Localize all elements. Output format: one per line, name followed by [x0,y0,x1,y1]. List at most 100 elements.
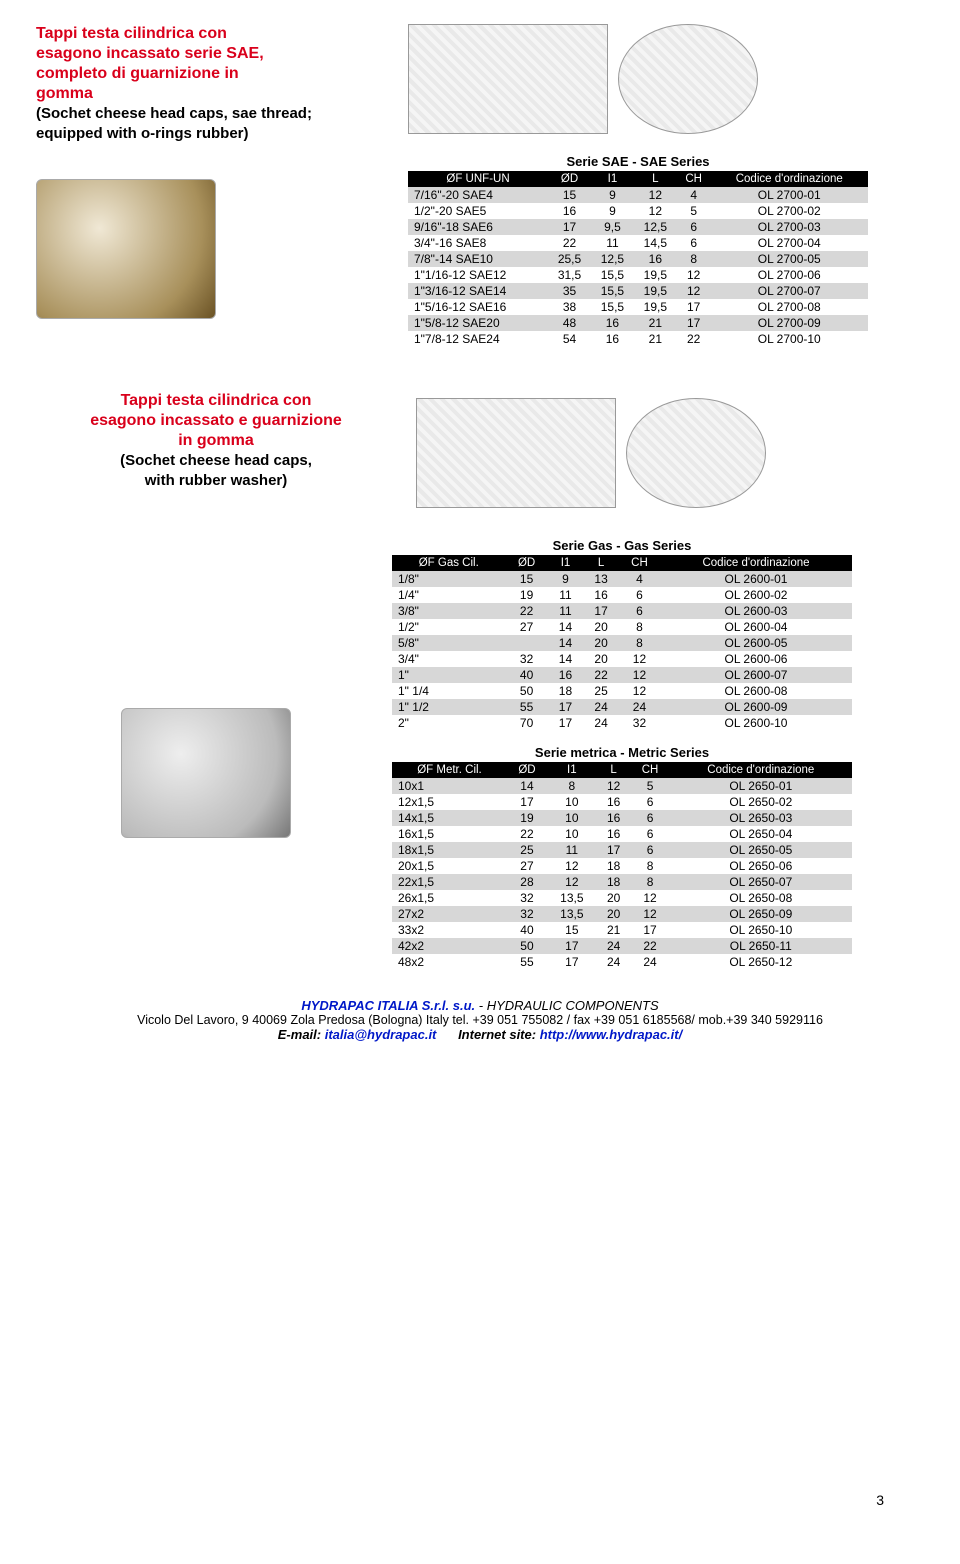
table-cell: 25 [583,683,619,699]
table-row: 33x240152117OL 2650-10 [392,922,852,938]
table-row: 27x23213,52012OL 2650-09 [392,906,852,922]
table-row: 1"1/16-12 SAE1231,515,519,512OL 2700-06 [408,267,868,283]
table-cell: 11 [547,842,597,858]
diagram-side-2 [416,398,616,508]
table-cell: OL 2650-09 [670,906,852,922]
table-cell: 27 [507,858,547,874]
table-cell: 24 [631,954,670,970]
title-line: in gomma [178,432,254,449]
th: ØF Gas Cil. [392,555,506,571]
table-cell: 20 [583,619,619,635]
table-cell: 6 [619,587,660,603]
page-footer: HYDRAPAC ITALIA S.r.l. s.u. - HYDRAULIC … [36,998,924,1042]
table-cell: 12 [619,651,660,667]
mail-label: E-mail: [278,1027,325,1042]
technical-diagrams [408,24,924,144]
table-cell: 10 [547,810,597,826]
table-cell: 42x2 [392,938,507,954]
table-cell: OL 2700-08 [711,299,868,315]
table-cell: 1" 1/2 [392,699,506,715]
table-cell: 16 [634,251,677,267]
table-cell: 14,5 [634,235,677,251]
table-cell: 55 [507,954,547,970]
table-cell: 22 [631,938,670,954]
table-row: 18x1,52511176OL 2650-05 [392,842,852,858]
title-line: esagono incassato serie SAE, [36,45,264,62]
table-cell: 14 [548,651,584,667]
sub-line: (Sochet cheese head caps, [120,452,312,469]
table-cell: OL 2600-02 [660,587,852,603]
diagram-top [618,24,758,134]
footer-email[interactable]: italia@hydrapac.it [325,1027,437,1042]
table-cell: 16 [548,667,584,683]
table-cell: 18x1,5 [392,842,507,858]
table-cell: 21 [634,331,677,347]
table-cell: 6 [631,794,670,810]
section-1-subtitle: (Sochet cheese head caps, sae thread; eq… [36,104,396,143]
footer-url[interactable]: http://www.hydrapac.it/ [540,1027,683,1042]
table-cell: 17 [548,699,584,715]
footer-contacts: E-mail: italia@hydrapac.it Internet site… [36,1027,924,1042]
table-cell: 15 [548,187,591,203]
gas-table-caption: Serie Gas - Gas Series [392,538,852,553]
table-cell: 12 [547,874,597,890]
table-cell: 15,5 [591,267,634,283]
title-line: completo di guarnizione in [36,65,239,82]
table-cell: 28 [507,874,547,890]
section-2-subtitle: (Sochet cheese head caps, with rubber wa… [36,451,396,490]
table-cell: 12 [631,890,670,906]
table-cell: 17 [597,842,631,858]
table-cell: 33x2 [392,922,507,938]
table-cell: 32 [507,906,547,922]
table-cell: 1"5/8-12 SAE20 [408,315,548,331]
table-cell: 2" [392,715,506,731]
th: I1 [548,555,584,571]
th: Codice d'ordinazione [711,171,868,187]
table-cell: OL 2700-05 [711,251,868,267]
table-cell: 24 [583,715,619,731]
plug-photo-brass [36,179,216,319]
table-cell: 22 [548,235,591,251]
table-cell: 12 [677,283,711,299]
table-cell: 55 [506,699,548,715]
table-cell: 20x1,5 [392,858,507,874]
table-cell: 22 [677,331,711,347]
table-cell: 16 [591,315,634,331]
table-cell: 16x1,5 [392,826,507,842]
th: ØD [507,762,547,778]
gas-table: ØF Gas Cil. ØD I1 L CH Codice d'ordinazi… [392,555,852,731]
table-cell: 8 [547,778,597,794]
table-cell: 20 [597,890,631,906]
table-cell: 6 [631,826,670,842]
th: L [583,555,619,571]
table-cell: OL 2600-07 [660,667,852,683]
table-cell: 17 [548,219,591,235]
table-cell: 40 [507,922,547,938]
table-cell: 12 [619,683,660,699]
table-cell: 40 [506,667,548,683]
product-image-1 [36,179,396,319]
table-cell: 11 [548,603,584,619]
table-cell: 13,5 [547,890,597,906]
th: ØD [548,171,591,187]
table-cell: 50 [506,683,548,699]
section-2-body: Serie Gas - Gas Series ØF Gas Cil. ØD I1… [36,508,924,970]
table-cell: 9 [591,203,634,219]
sae-table-wrap: Serie SAE - SAE Series ØF UNF-UN ØD I1 L… [408,154,868,347]
table-cell: OL 2650-05 [670,842,852,858]
table-cell: 14 [548,635,584,651]
table-row: 1"7/8-12 SAE2454162122OL 2700-10 [408,331,868,347]
table-cell: 9,5 [591,219,634,235]
table-cell: 50 [507,938,547,954]
footer-company: HYDRAPAC ITALIA S.r.l. s.u. - HYDRAULIC … [36,998,924,1013]
table-cell: OL 2700-07 [711,283,868,299]
table-cell: 13 [583,571,619,587]
table-cell: 6 [631,810,670,826]
title-line: Tappi testa cilindrica con [36,25,227,42]
th: ØF Metr. Cil. [392,762,507,778]
table-cell: 17 [547,954,597,970]
table-cell: 1"3/16-12 SAE14 [408,283,548,299]
table-row: 5/8"14208OL 2600-05 [392,635,852,651]
th: I1 [591,171,634,187]
section-1-right: Serie SAE - SAE Series ØF UNF-UN ØD I1 L… [408,24,924,347]
